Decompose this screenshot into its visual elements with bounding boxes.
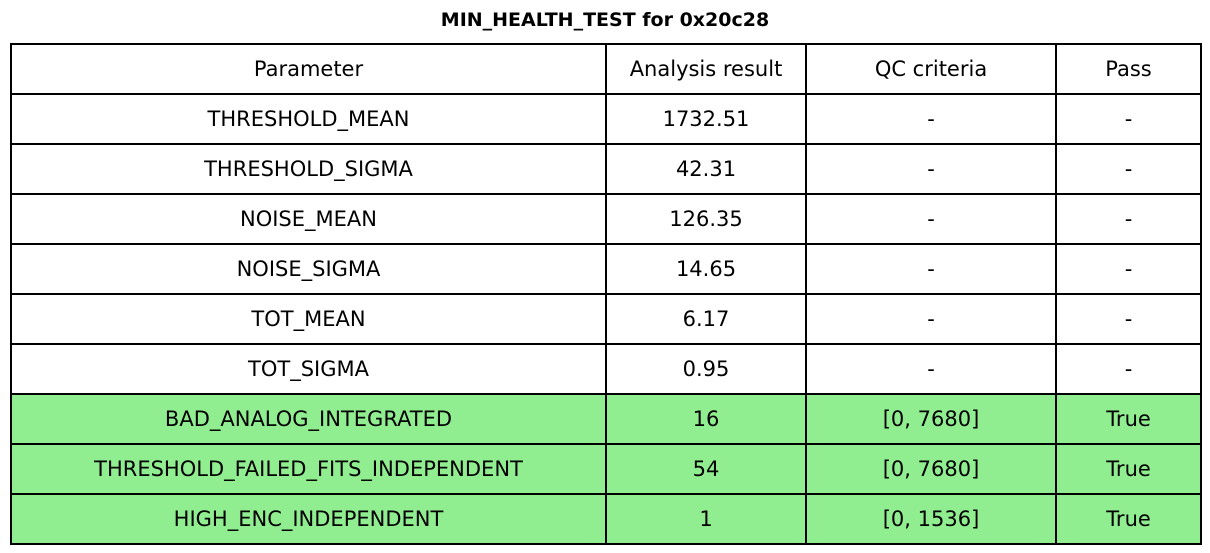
result-cell: 1732.51 bbox=[605, 93, 807, 145]
qc-criteria-cell: - bbox=[805, 243, 1057, 295]
pass-cell: - bbox=[1055, 193, 1202, 245]
result-cell: 6.17 bbox=[605, 293, 807, 345]
table-row: TOT_SIGMA 0.95 - - bbox=[10, 343, 1202, 395]
parameter-cell: BAD_ANALOG_INTEGRATED bbox=[10, 393, 607, 445]
table-row: TOT_MEAN 6.17 - - bbox=[10, 293, 1202, 345]
qc-results-table: Parameter Analysis result QC criteria Pa… bbox=[10, 43, 1202, 545]
pass-cell: - bbox=[1055, 293, 1202, 345]
result-cell: 54 bbox=[605, 443, 807, 495]
parameter-cell: TOT_SIGMA bbox=[10, 343, 607, 395]
qc-criteria-cell: [0, 7680] bbox=[805, 393, 1057, 445]
pass-cell: True bbox=[1055, 493, 1202, 545]
parameter-cell: NOISE_SIGMA bbox=[10, 243, 607, 295]
result-cell: 0.95 bbox=[605, 343, 807, 395]
column-header-qc-criteria: QC criteria bbox=[805, 43, 1057, 95]
page-title: MIN_HEALTH_TEST for 0x20c28 bbox=[440, 9, 770, 31]
column-header-pass: Pass bbox=[1055, 43, 1202, 95]
table-row: THRESHOLD_FAILED_FITS_INDEPENDENT 54 [0,… bbox=[10, 443, 1202, 495]
table-row: HIGH_ENC_INDEPENDENT 1 [0, 1536] True bbox=[10, 493, 1202, 545]
pass-cell: - bbox=[1055, 343, 1202, 395]
qc-criteria-cell: - bbox=[805, 193, 1057, 245]
parameter-cell: THRESHOLD_MEAN bbox=[10, 93, 607, 145]
pass-cell: - bbox=[1055, 243, 1202, 295]
qc-criteria-cell: - bbox=[805, 343, 1057, 395]
parameter-cell: THRESHOLD_SIGMA bbox=[10, 143, 607, 195]
parameter-cell: NOISE_MEAN bbox=[10, 193, 607, 245]
pass-cell: True bbox=[1055, 393, 1202, 445]
table-row: NOISE_MEAN 126.35 - - bbox=[10, 193, 1202, 245]
result-cell: 14.65 bbox=[605, 243, 807, 295]
parameter-cell: THRESHOLD_FAILED_FITS_INDEPENDENT bbox=[10, 443, 607, 495]
qc-criteria-cell: - bbox=[805, 293, 1057, 345]
qc-criteria-cell: [0, 7680] bbox=[805, 443, 1057, 495]
qc-criteria-cell: [0, 1536] bbox=[805, 493, 1057, 545]
table-row: THRESHOLD_MEAN 1732.51 - - bbox=[10, 93, 1202, 145]
column-header-analysis-result: Analysis result bbox=[605, 43, 807, 95]
table-row: THRESHOLD_SIGMA 42.31 - - bbox=[10, 143, 1202, 195]
result-cell: 1 bbox=[605, 493, 807, 545]
table-row: BAD_ANALOG_INTEGRATED 16 [0, 7680] True bbox=[10, 393, 1202, 445]
result-cell: 16 bbox=[605, 393, 807, 445]
column-header-parameter: Parameter bbox=[10, 43, 607, 95]
qc-criteria-cell: - bbox=[805, 93, 1057, 145]
pass-cell: - bbox=[1055, 93, 1202, 145]
pass-cell: - bbox=[1055, 143, 1202, 195]
table-row: NOISE_SIGMA 14.65 - - bbox=[10, 243, 1202, 295]
parameter-cell: HIGH_ENC_INDEPENDENT bbox=[10, 493, 607, 545]
result-cell: 42.31 bbox=[605, 143, 807, 195]
parameter-cell: TOT_MEAN bbox=[10, 293, 607, 345]
pass-cell: True bbox=[1055, 443, 1202, 495]
header-row: Parameter Analysis result QC criteria Pa… bbox=[10, 43, 1202, 95]
result-cell: 126.35 bbox=[605, 193, 807, 245]
qc-criteria-cell: - bbox=[805, 143, 1057, 195]
